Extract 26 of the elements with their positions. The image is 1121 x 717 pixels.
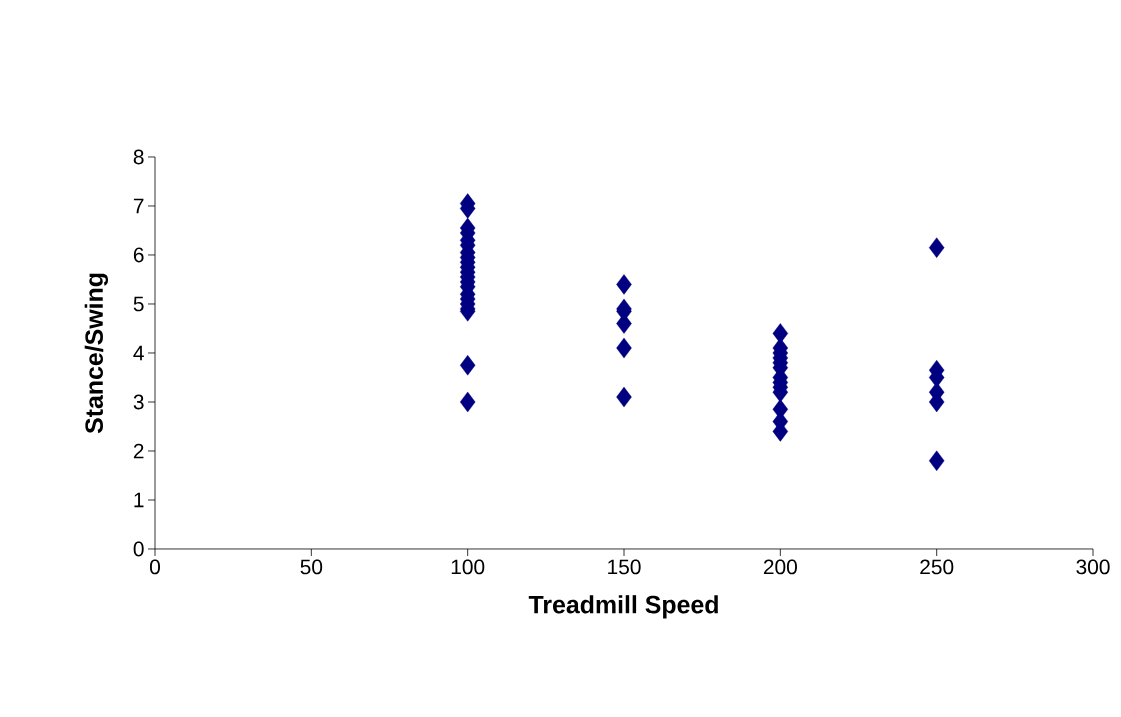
point <box>928 450 945 471</box>
y-tick-label: 6 <box>133 247 144 263</box>
point <box>616 337 632 359</box>
y-tick-label: 4 <box>133 345 144 361</box>
x-tick-label: 150 <box>608 559 641 575</box>
x-tick-label: 50 <box>300 559 323 575</box>
y-tick-label: 0 <box>133 541 144 557</box>
point <box>616 386 632 408</box>
y-tick-label: 8 <box>133 149 144 165</box>
x-tick-label: 100 <box>451 559 485 575</box>
point <box>928 237 945 258</box>
y-tick-label: 2 <box>133 443 144 459</box>
point <box>772 323 789 344</box>
x-tick-label: 200 <box>763 559 797 575</box>
x-tick-label: 300 <box>1076 559 1110 575</box>
point <box>616 274 632 295</box>
y-tick-label: 3 <box>133 394 144 410</box>
point <box>459 355 476 376</box>
y-axis-title: Stance/Swing <box>84 273 109 434</box>
x-axis-title: Treadmill Speed <box>528 595 718 619</box>
y-tick-label: 1 <box>134 492 144 508</box>
y-tick-label: 7 <box>133 198 144 214</box>
x-tick-label: 0 <box>150 559 160 575</box>
x-tick-label: 250 <box>920 559 954 575</box>
y-tick-label: 5 <box>133 296 144 312</box>
point <box>459 391 476 413</box>
